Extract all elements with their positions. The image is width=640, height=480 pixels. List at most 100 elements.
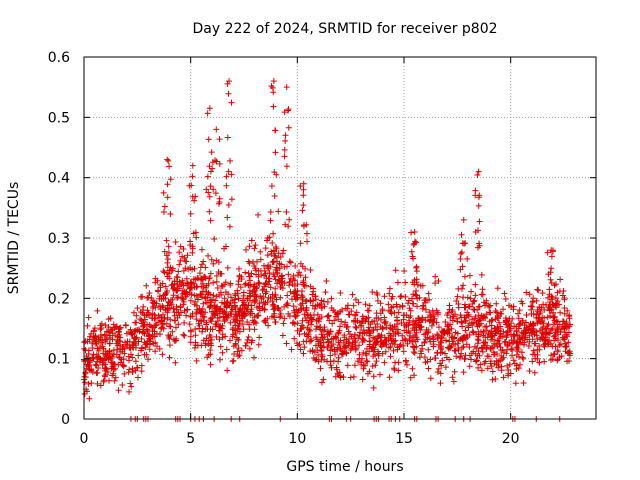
data-point (335, 339, 342, 346)
data-point (327, 347, 334, 354)
data-point (439, 357, 446, 364)
data-point (294, 327, 301, 334)
data-point (191, 301, 198, 308)
data-point (564, 307, 571, 314)
data-point (503, 329, 510, 336)
data-point (516, 307, 523, 314)
data-point (320, 298, 327, 305)
data-point (166, 163, 173, 170)
data-point (410, 255, 417, 262)
data-point (233, 336, 240, 343)
data-point (310, 288, 317, 295)
data-point (89, 354, 96, 361)
data-point (495, 362, 502, 369)
data-point (152, 304, 159, 311)
data-point (494, 324, 501, 331)
data-point (251, 319, 258, 326)
data-point (532, 355, 539, 362)
data-point (264, 315, 271, 322)
data-point (274, 305, 281, 312)
data-point (425, 290, 432, 297)
data-point (199, 306, 206, 312)
data-point (235, 295, 242, 302)
data-point (532, 340, 539, 347)
data-point (274, 267, 281, 274)
data-point (146, 321, 153, 328)
data-point (560, 318, 567, 325)
data-point (478, 344, 485, 351)
data-point (256, 303, 263, 310)
data-point (390, 347, 397, 354)
data-point (262, 319, 269, 326)
data-point (94, 380, 101, 387)
data-point (223, 300, 230, 307)
data-point (137, 294, 144, 301)
data-point (175, 268, 182, 275)
data-point (508, 331, 515, 338)
data-point (391, 309, 398, 316)
data-point (557, 276, 564, 283)
data-point (125, 369, 132, 376)
data-point (279, 332, 286, 339)
data-point (207, 334, 214, 341)
data-point (119, 382, 126, 389)
data-point (265, 322, 272, 329)
data-point (373, 358, 380, 365)
data-point (466, 303, 473, 310)
data-point (481, 360, 488, 367)
data-point (182, 258, 189, 265)
data-point (285, 106, 292, 113)
data-point (192, 342, 199, 349)
data-point (86, 395, 93, 402)
data-point (123, 322, 130, 329)
data-point (122, 339, 129, 346)
data-point (307, 297, 314, 304)
data-point (296, 269, 303, 276)
data-point (283, 208, 290, 215)
data-point (88, 380, 95, 387)
data-point (290, 272, 297, 279)
data-point (136, 328, 143, 335)
data-point (460, 369, 467, 376)
data-point (319, 335, 326, 342)
data-point (85, 363, 92, 370)
data-point (563, 319, 570, 326)
data-point (250, 258, 257, 265)
data-point (531, 369, 538, 376)
data-point (150, 324, 157, 331)
data-point (105, 324, 112, 331)
data-point (440, 329, 447, 336)
data-point (187, 242, 194, 249)
data-point (117, 348, 124, 355)
data-point (438, 346, 445, 353)
data-point (298, 325, 305, 332)
data-point (253, 285, 260, 292)
data-point (270, 230, 277, 237)
data-point (490, 351, 497, 358)
data-point (137, 316, 144, 323)
data-point (352, 346, 359, 353)
data-point (566, 312, 573, 319)
data-point (527, 320, 534, 327)
data-point (548, 280, 555, 287)
data-point (244, 336, 251, 343)
data-point (164, 156, 171, 163)
data-point (290, 319, 297, 326)
data-point (203, 186, 210, 193)
data-point (447, 321, 454, 328)
data-point (299, 263, 306, 270)
data-point (294, 320, 301, 327)
data-point (149, 310, 156, 317)
data-point (287, 259, 294, 266)
data-point (216, 195, 223, 202)
data-point (255, 211, 262, 218)
data-point (246, 243, 253, 250)
data-point (353, 325, 360, 332)
data-point (169, 328, 176, 335)
data-point (90, 355, 97, 362)
data-point (269, 259, 276, 266)
data-point (181, 254, 188, 261)
data-point (386, 285, 393, 292)
data-point (478, 367, 485, 374)
data-point (173, 287, 180, 294)
